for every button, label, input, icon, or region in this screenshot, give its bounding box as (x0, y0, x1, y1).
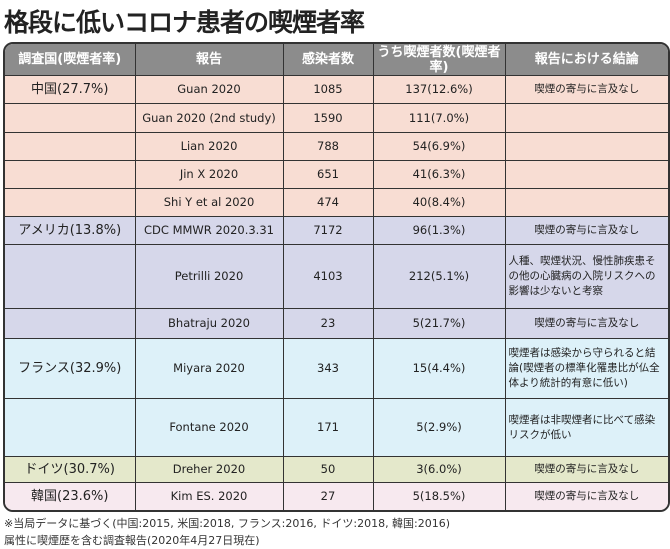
table-row: 中国(27.7%) Guan 2020 1085 137(12.6%) 喫煙の寄与に言及… (5, 75, 668, 104)
cases-cell: 1590 (282, 103, 374, 133)
smokers-cell: 111(7.0%) (372, 103, 506, 133)
country-cell: アメリカ(13.8%) (5, 216, 136, 245)
conclusion-cell: 喫煙の寄与に言及なし (504, 456, 668, 483)
report-cell: Petrilli 2020 (134, 244, 284, 309)
smokers-cell: 137(12.6%) (372, 75, 506, 104)
smokers-cell: 212(5.1%) (372, 244, 506, 309)
smokers-cell: 41(6.3%) (372, 160, 506, 189)
report-cell: Dreher 2020 (134, 456, 284, 483)
footnote-source: ※当局データに基づく(中国:2015, 米国:2018, フランス:2016, … (4, 517, 451, 530)
report-cell: Lian 2020 (134, 132, 284, 161)
header-cases: 感染者数 (282, 44, 374, 76)
cases-cell: 23 (282, 308, 374, 339)
report-cell: Jin X 2020 (134, 160, 284, 189)
table-row: アメリカ(13.8%) CDC MMWR 2020.3.31 7172 96(1.3%… (5, 216, 668, 245)
smokers-cell: 5(21.7%) (372, 308, 506, 339)
table-row: フランス(32.9%) Miyara 2020 343 15(4.4%) 喫煙者は感染か… (5, 338, 668, 399)
header-country: 調査国(喫煙者率) (5, 44, 136, 76)
report-cell: Miyara 2020 (134, 338, 284, 399)
cases-cell: 171 (282, 398, 374, 457)
conclusion-cell (504, 103, 668, 133)
conclusion-cell: 喫煙の寄与に言及なし (504, 216, 668, 245)
report-cell: Shi Y et al 2020 (134, 188, 284, 217)
cases-cell: 27 (282, 482, 374, 510)
smokers-cell: 15(4.4%) (372, 338, 506, 399)
report-cell: Bhatraju 2020 (134, 308, 284, 339)
cases-cell: 50 (282, 456, 374, 483)
conclusion-cell (504, 160, 668, 189)
country-cell (5, 244, 136, 309)
cases-cell: 1085 (282, 75, 374, 104)
table-row: 韓国(23.6%) Kim ES. 2020 27 5(18.5%) 喫煙の寄与に言及な… (5, 482, 668, 510)
conclusion-cell: 喫煙の寄与に言及なし (504, 482, 668, 510)
table-row: Lian 2020 788 54(6.9%) (5, 132, 668, 161)
smokers-cell: 3(6.0%) (372, 456, 506, 483)
conclusion-cell: 人種、喫煙状況、慢性肺疾患その他の心臓病の入院リスクへの影響は少ないと考察 (504, 244, 668, 309)
cases-cell: 651 (282, 160, 374, 189)
conclusion-cell: 喫煙者は感染から守られると結論(喫煙者の標準化罹患比が仏全体より統計的有意に低い… (504, 338, 668, 399)
report-cell: Guan 2020 (134, 75, 284, 104)
table-row: Fontane 2020 171 5(2.9%) 喫煙者は非喫煙者に比べて感染リスクが… (5, 398, 668, 457)
country-cell (5, 398, 136, 457)
smokers-cell: 40(8.4%) (372, 188, 506, 217)
table-row: Jin X 2020 651 41(6.3%) (5, 160, 668, 189)
cases-cell: 788 (282, 132, 374, 161)
country-cell (5, 132, 136, 161)
country-cell (5, 160, 136, 189)
smokers-cell: 5(18.5%) (372, 482, 506, 510)
header-conclusion: 報告における結論 (504, 44, 668, 76)
table-row: Guan 2020 (2nd study) 1590 111(7.0%) (5, 103, 668, 133)
report-cell: Guan 2020 (2nd study) (134, 103, 284, 133)
country-cell: 中国(27.7%) (5, 75, 136, 104)
table-header: 調査国(喫煙者率) 報告 感染者数 うち喫煙者数(喫煙者率) 報告における結論 (5, 44, 668, 76)
country-cell: 韓国(23.6%) (5, 482, 136, 510)
conclusion-cell: 喫煙の寄与に言及なし (504, 308, 668, 339)
cases-cell: 343 (282, 338, 374, 399)
report-cell: Fontane 2020 (134, 398, 284, 457)
country-cell (5, 188, 136, 217)
cases-cell: 4103 (282, 244, 374, 309)
header-report: 報告 (134, 44, 284, 76)
conclusion-cell: 喫煙者は非喫煙者に比べて感染リスクが低い (504, 398, 668, 457)
conclusion-cell (504, 132, 668, 161)
page-title: 格段に低いコロナ患者の喫煙者率 (4, 8, 365, 37)
header-smokers: うち喫煙者数(喫煙者率) (372, 44, 506, 76)
table-row: Bhatraju 2020 23 5(21.7%) 喫煙の寄与に言及なし (5, 308, 668, 339)
conclusion-cell: 喫煙の寄与に言及なし (504, 75, 668, 104)
country-cell: フランス(32.9%) (5, 338, 136, 399)
smokers-cell: 54(6.9%) (372, 132, 506, 161)
table-row: Petrilli 2020 4103 212(5.1%) 人種、喫煙状況、慢性肺疾患そ… (5, 244, 668, 309)
cases-cell: 7172 (282, 216, 374, 245)
country-cell: ドイツ(30.7%) (5, 456, 136, 483)
table-row: Shi Y et al 2020 474 40(8.4%) (5, 188, 668, 217)
country-cell (5, 103, 136, 133)
smokers-cell: 5(2.9%) (372, 398, 506, 457)
cases-cell: 474 (282, 188, 374, 217)
footnote-date: 属性に喫煙歴を含む調査報告(2020年4月27日現在) (4, 534, 260, 547)
table-row: ドイツ(30.7%) Dreher 2020 50 3(6.0%) 喫煙の寄与に言及なし (5, 456, 668, 483)
conclusion-cell (504, 188, 668, 217)
report-cell: CDC MMWR 2020.3.31 (134, 216, 284, 245)
smoking-rate-table: 調査国(喫煙者率) 報告 感染者数 うち喫煙者数(喫煙者率) 報告における結論 … (3, 42, 670, 512)
report-cell: Kim ES. 2020 (134, 482, 284, 510)
smokers-cell: 96(1.3%) (372, 216, 506, 245)
country-cell (5, 308, 136, 339)
